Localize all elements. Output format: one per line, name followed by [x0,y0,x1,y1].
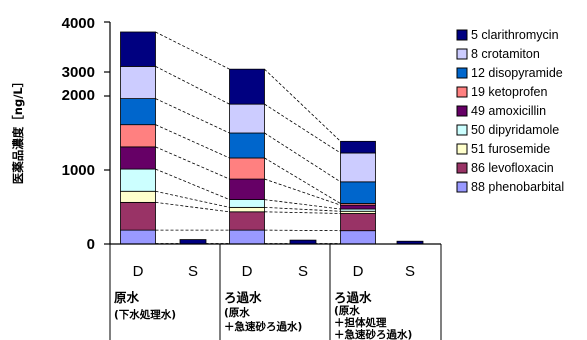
legend-label: 86 levofloxacin [471,161,554,175]
legend-label: 50 dipyridamole [471,123,559,137]
group-subtitle: (原水 [224,306,250,319]
bar-segment [229,132,265,159]
segment-connector [264,132,341,183]
bar-segment [229,211,265,231]
bar-segment [340,213,376,232]
bar-segment [340,204,376,210]
segment-connector [155,168,230,200]
legend-label: 19 ketoprofen [471,85,547,99]
bars [120,31,424,245]
bar-segment [120,201,156,231]
segment-connector [155,98,230,134]
group-subtitle: ＋担体処理 [334,316,387,329]
segment-connector [264,68,341,142]
bar-segment [340,140,376,154]
category-label: D [133,263,144,280]
category-labels: D S D S D S [133,263,415,280]
bar-segment [229,157,265,180]
segment-connector [264,229,341,232]
legend-swatch [456,124,468,136]
legend: 5 clarithromycin 8 crotamiton 12 disopyram… [456,28,564,194]
bar-segment [229,229,265,245]
segment-connector [155,66,230,105]
bar-segment [340,152,376,183]
group-label-raw-water: 原水 (下水処理水) [114,290,176,321]
legend-swatch [456,48,468,60]
category-label: D [353,263,364,280]
group-title: ろ過水 [224,290,262,305]
legend-swatch [456,105,468,117]
group-title: 原水 [114,290,140,305]
group-subtitle: (下水処理水) [114,308,176,321]
category-label: D [242,263,253,280]
segment-connector [264,206,341,212]
segment-connector [155,124,230,159]
y-tick-label: 2000 [62,87,95,104]
group-subtitle: ＋急速砂ろ過水) [224,320,302,333]
bar-segment [340,230,376,245]
legend-swatch [456,162,468,174]
bar-segment [120,229,156,245]
segment-connector [264,199,341,210]
bar-segment [229,178,265,201]
legend-label: 5 clarithromycin [471,28,559,42]
category-label: S [298,263,308,280]
category-label: S [405,263,415,280]
y-tick-label: 0 [87,236,95,253]
group-label-sand-filtered: ろ過水 (原水 ＋急速砂ろ過水) [224,290,302,333]
bar-segment [120,190,156,203]
category-separators [109,244,442,340]
y-tick-labels: 0 1000 2000 3000 4000 [62,15,95,253]
bar-segment [340,181,376,204]
group-subtitle: ＋急速砂ろ過水) [334,328,412,340]
segment-connector [264,211,341,214]
segment-connector [155,190,230,208]
segment-connector [155,201,230,213]
bar-segment [120,146,156,170]
legend-swatch [456,86,468,98]
s-bar [179,239,207,245]
bar-segment [229,103,265,134]
segment-connector [155,146,230,180]
y-tick-label: 4000 [62,15,95,32]
bar-segment [120,168,156,192]
bar-segment [120,98,156,126]
y-axis-label: 医薬品濃度［ng/L］ [11,76,25,184]
legend-swatch [456,67,468,79]
group-subtitle: (原水 [334,304,360,317]
group-title: ろ過水 [334,290,372,305]
legend-swatch [456,29,468,41]
bar-segment [120,124,156,148]
legend-label: 51 furosemide [471,142,550,156]
segment-connector [264,178,341,206]
segment-connector [264,157,341,204]
legend-label: 8 crotamiton [471,47,540,61]
category-label: S [188,263,198,280]
y-tick-label: 3000 [62,64,95,81]
bar-segment [229,199,265,208]
bar-segment [120,31,156,67]
group-label-carrier-filtered: ろ過水 (原水 ＋担体処理 ＋急速砂ろ過水) [334,290,412,340]
y-tick-label: 1000 [62,162,95,179]
bar-segment [229,206,265,213]
y-tick-marks [104,21,110,245]
bar-segment [120,66,156,99]
legend-label: 49 amoxicillin [471,104,546,118]
segment-connector [264,103,341,154]
legend-label: 88 phenobarbital [471,180,564,194]
legend-swatch [456,181,468,193]
legend-swatch [456,143,468,155]
segment-connector [155,31,230,70]
legend-label: 12 disopyramide [471,66,563,80]
bar-segment [229,68,265,105]
